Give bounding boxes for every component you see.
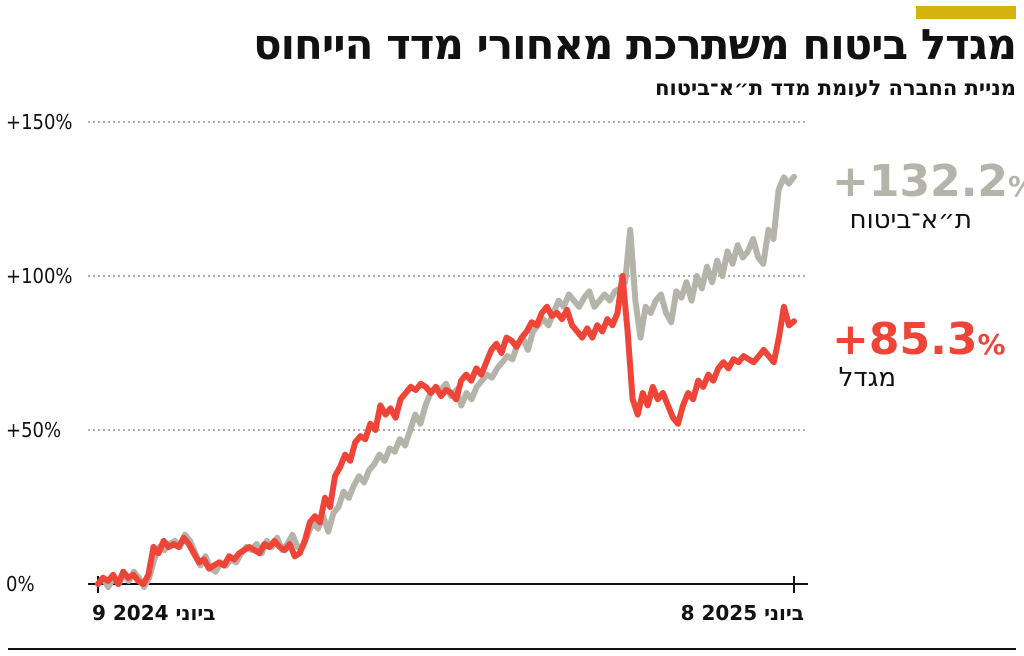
- chart-title: מגדל ביטוח משתרכת מאחורי מדד הייחוס: [253, 20, 1017, 69]
- accent-bar: [916, 6, 1016, 19]
- company-final-number: +85.3: [832, 314, 977, 365]
- x-end-date-label: 8 ביוני 2025: [681, 601, 804, 625]
- index-series-name: ת״א־ביטוח: [850, 205, 972, 235]
- y-tick-label: +150%: [6, 110, 73, 134]
- x-start-date-label: 9 ביוני 2024: [92, 601, 215, 625]
- company-final-value: +85.3%: [832, 314, 1006, 365]
- y-tick-label: 0%: [6, 572, 35, 596]
- legend-company: +85.3% מגדל: [832, 314, 1006, 393]
- index-final-number: +132.2: [832, 156, 1008, 207]
- index-final-value: +132.2%: [832, 156, 1024, 207]
- company-final-pct-sign: %: [977, 328, 1005, 361]
- company-series-name: מגדל: [839, 363, 896, 393]
- company-series-line: [95, 273, 797, 587]
- bottom-rule: [8, 648, 1016, 650]
- grid-layer: 0% +50% +100% +150%: [6, 110, 808, 596]
- series-layer: [95, 173, 797, 591]
- y-tick-label: +50%: [6, 418, 61, 442]
- index-series-line: [95, 173, 797, 591]
- y-tick-label: +100%: [6, 264, 73, 288]
- axis-layer: [88, 576, 808, 593]
- legend-index: +132.2% ת״א־ביטוח: [832, 156, 1024, 235]
- index-final-pct-sign: %: [1008, 170, 1024, 203]
- chart-subtitle: מניית החברה לעומת מדד ת״א־ביטוח: [655, 76, 1016, 100]
